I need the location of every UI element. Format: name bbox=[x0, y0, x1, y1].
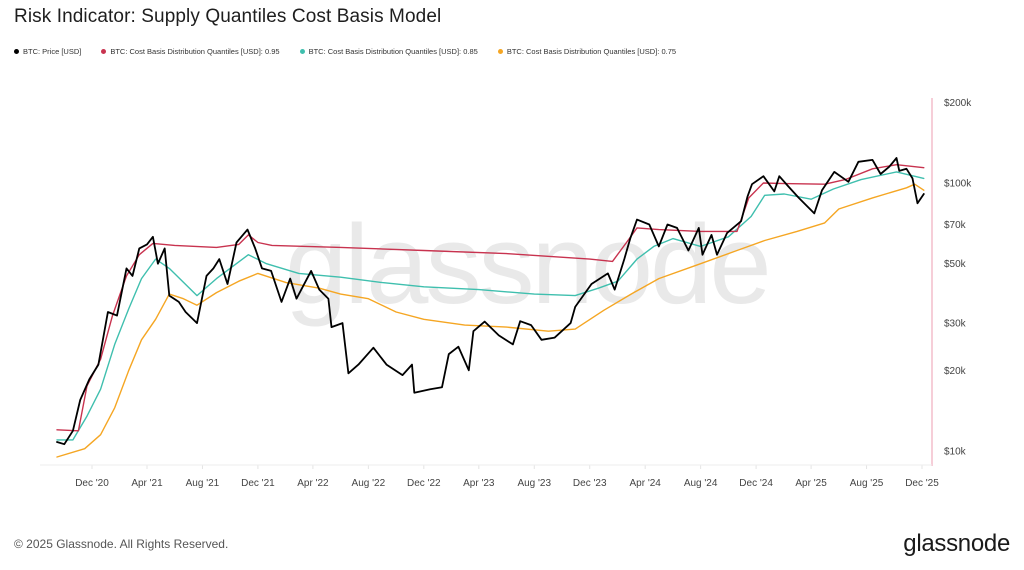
legend-dot-q85 bbox=[299, 49, 305, 54]
legend-label-q85: BTC: Cost Basis Distribution Quantiles [… bbox=[308, 47, 478, 56]
y-tick-label: $200k bbox=[944, 98, 972, 109]
x-tick-label: Apr '23 bbox=[463, 478, 495, 489]
x-tick-label: Apr '21 bbox=[131, 478, 163, 489]
y-tick-label: $50k bbox=[944, 259, 967, 270]
y-tick-label: $70k bbox=[944, 220, 967, 231]
y-axis: $10k $20k $30k $50k $70k $100k $200k bbox=[944, 98, 972, 458]
legend-item-q95[interactable]: BTC: Cost Basis Distribution Quantiles [… bbox=[101, 47, 280, 56]
x-tick-label: Dec '25 bbox=[905, 478, 939, 489]
x-tick-label: Aug '22 bbox=[352, 478, 386, 489]
glassnode-logo[interactable]: glassnode bbox=[903, 530, 1010, 557]
x-tick-label: Apr '24 bbox=[629, 478, 661, 489]
series-layer bbox=[56, 157, 925, 458]
series-line-q85 bbox=[56, 171, 925, 441]
legend-dot-price bbox=[14, 49, 19, 54]
copyright-text: © 2025 Glassnode. All Rights Reserved. bbox=[14, 537, 229, 551]
legend-label-price: BTC: Price [USD] bbox=[23, 47, 82, 56]
x-tick-label: Aug '21 bbox=[186, 478, 220, 489]
y-tick-label: $100k bbox=[944, 179, 972, 190]
x-axis: Dec '20 Apr '21 Aug '21 Dec '21 Apr '22 Aug '… bbox=[75, 465, 939, 489]
x-tick-label: Aug '24 bbox=[684, 478, 718, 489]
legend: BTC: Price [USD] BTC: Cost Basis Distrib… bbox=[14, 47, 676, 56]
x-tick-label: Aug '25 bbox=[850, 478, 884, 489]
x-tick-label: Aug '23 bbox=[517, 478, 551, 489]
x-tick-label: Dec '20 bbox=[75, 478, 109, 489]
x-tick-label: Dec '24 bbox=[739, 478, 773, 489]
x-tick-label: Apr '25 bbox=[795, 478, 827, 489]
y-tick-label: $20k bbox=[944, 366, 967, 377]
legend-item-q75[interactable]: BTC: Cost Basis Distribution Quantiles [… bbox=[497, 47, 677, 56]
chart-title: Risk Indicator: Supply Quantiles Cost Ba… bbox=[14, 6, 442, 27]
series-line-q75 bbox=[56, 183, 925, 458]
y-tick-label: $30k bbox=[944, 319, 967, 330]
watermark: glassnode bbox=[285, 202, 769, 327]
legend-label-q75: BTC: Cost Basis Distribution Quantiles [… bbox=[506, 47, 677, 56]
series-line-price bbox=[56, 157, 925, 446]
x-tick-label: Dec '23 bbox=[573, 478, 607, 489]
y-tick-label: $10k bbox=[944, 447, 967, 458]
legend-label-q95: BTC: Cost Basis Distribution Quantiles [… bbox=[110, 47, 280, 56]
x-tick-label: Dec '21 bbox=[241, 478, 275, 489]
legend-item-price[interactable]: BTC: Price [USD] bbox=[14, 47, 81, 56]
legend-item-q85[interactable]: BTC: Cost Basis Distribution Quantiles [… bbox=[299, 47, 478, 56]
legend-dot-q95 bbox=[101, 49, 107, 54]
x-tick-label: Dec '22 bbox=[407, 478, 441, 489]
legend-dot-q75 bbox=[497, 49, 503, 54]
x-tick-label: Apr '22 bbox=[297, 478, 329, 489]
